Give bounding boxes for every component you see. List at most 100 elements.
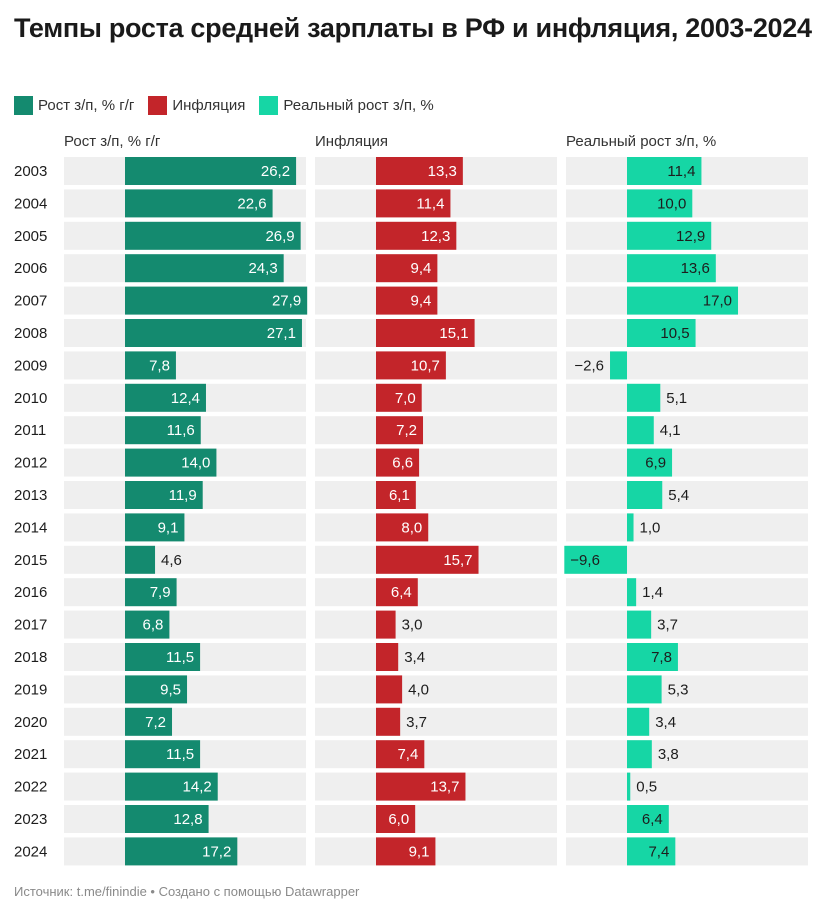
column-header-real-wage-growth: Реальный рост з/п, % [566, 133, 717, 150]
row-background-wage-growth-2017 [64, 610, 306, 639]
row-background-real-wage-growth-2022 [566, 772, 808, 801]
data-label-inflation-2021: 7,4 [397, 746, 418, 763]
row-background-inflation-2020 [315, 707, 557, 736]
data-label-wage-growth-2022: 14,2 [183, 779, 212, 796]
row-label-2014: 2014 [14, 519, 47, 536]
row-background-real-wage-growth-2020 [566, 707, 808, 736]
data-label-wage-growth-2023: 12,8 [173, 811, 202, 828]
data-label-real-wage-growth-2014: 1,0 [640, 519, 661, 536]
bar-inflation-2003 [376, 157, 463, 185]
row-label-2015: 2015 [14, 552, 47, 569]
bar-inflation-2015 [376, 545, 479, 574]
data-label-real-wage-growth-2012: 6,9 [645, 455, 666, 472]
bar-wage-growth-2018 [125, 643, 201, 671]
bar-inflation-2021 [376, 740, 425, 769]
row-label-2018: 2018 [14, 649, 47, 666]
bar-real-wage-growth-2023 [627, 805, 669, 833]
data-label-real-wage-growth-2021: 3,8 [658, 746, 679, 763]
row-background-inflation-2021 [315, 740, 557, 769]
row-background-inflation-2011 [315, 416, 557, 445]
row-background-real-wage-growth-2019 [566, 675, 808, 704]
data-label-inflation-2020: 3,7 [406, 714, 427, 731]
row-background-inflation-2023 [315, 805, 557, 833]
bar-wage-growth-2015 [125, 545, 156, 574]
bar-real-wage-growth-2021 [627, 740, 652, 769]
legend-swatch-wage-growth [14, 95, 33, 115]
data-label-wage-growth-2003: 26,2 [261, 163, 290, 180]
data-label-wage-growth-2012: 14,0 [181, 455, 210, 472]
bar-wage-growth-2006 [125, 254, 284, 283]
data-label-real-wage-growth-2017: 3,7 [657, 617, 678, 634]
data-label-wage-growth-2024: 17,2 [202, 843, 231, 860]
source-note: Источник: t.me/finindie • Создано с помо… [14, 884, 360, 899]
bar-wage-growth-2020 [125, 707, 173, 736]
row-background-real-wage-growth-2011 [566, 416, 808, 445]
data-label-inflation-2006: 9,4 [411, 260, 432, 277]
legend-item-wage-growth: Рост з/п, % г/г [14, 95, 135, 115]
row-label-2012: 2012 [14, 455, 47, 472]
bar-inflation-2023 [376, 805, 416, 833]
legend-swatch-real-wage-growth [259, 95, 279, 115]
data-label-inflation-2015: 15,7 [443, 552, 472, 569]
bar-inflation-2022 [376, 772, 466, 801]
data-label-real-wage-growth-2008: 10,5 [660, 325, 689, 342]
bar-real-wage-growth-2014 [627, 513, 634, 542]
legend-label-wage-growth: Рост з/п, % г/г [38, 96, 135, 114]
row-label-2017: 2017 [14, 617, 47, 634]
data-label-wage-growth-2010: 12,4 [171, 390, 200, 407]
bar-real-wage-growth-2013 [627, 481, 663, 509]
bar-real-wage-growth-2011 [627, 416, 654, 445]
bar-inflation-2024 [376, 837, 436, 866]
data-label-inflation-2004: 11,4 [416, 195, 444, 212]
data-label-inflation-2003: 13,3 [428, 163, 457, 180]
bar-real-wage-growth-2015 [564, 545, 627, 574]
row-background-real-wage-growth-2024 [566, 837, 808, 866]
bar-wage-growth-2014 [125, 513, 185, 542]
row-background-inflation-2017 [315, 610, 557, 639]
data-label-real-wage-growth-2024: 7,4 [648, 843, 669, 860]
data-label-real-wage-growth-2011: 4,1 [660, 422, 681, 439]
bar-real-wage-growth-2009 [610, 351, 627, 380]
data-label-wage-growth-2007: 27,9 [272, 293, 301, 310]
bar-inflation-2018 [376, 643, 399, 671]
data-label-wage-growth-2008: 27,1 [267, 325, 296, 342]
row-label-2005: 2005 [14, 228, 47, 245]
data-label-real-wage-growth-2009: −2,6 [574, 357, 604, 374]
bar-real-wage-growth-2010 [627, 383, 661, 412]
data-label-wage-growth-2021: 11,5 [166, 746, 194, 763]
data-label-real-wage-growth-2015: −9,6 [570, 552, 600, 569]
data-label-inflation-2022: 13,7 [430, 779, 459, 796]
data-label-real-wage-growth-2016: 1,4 [642, 584, 663, 601]
data-label-wage-growth-2016: 7,9 [150, 584, 171, 601]
data-label-wage-growth-2018: 11,5 [166, 649, 194, 666]
row-background-inflation-2013 [315, 481, 557, 509]
bar-real-wage-growth-2018 [627, 643, 678, 671]
bar-wage-growth-2009 [125, 351, 176, 380]
row-background-inflation-2014 [315, 513, 557, 542]
legend-label-real-wage-growth: Реальный рост з/п, % [283, 96, 434, 114]
data-label-real-wage-growth-2019: 5,3 [668, 681, 689, 698]
row-background-inflation-2024 [315, 837, 557, 866]
bar-wage-growth-2024 [125, 837, 238, 866]
row-background-real-wage-growth-2016 [566, 578, 808, 607]
chart-title: Темпы роста средней зарплаты в РФ и инфл… [14, 13, 812, 43]
data-label-wage-growth-2015: 4,6 [161, 552, 182, 569]
bar-wage-growth-2011 [125, 416, 201, 445]
row-background-inflation-2012 [315, 448, 557, 477]
bar-real-wage-growth-2003 [627, 157, 702, 185]
data-label-inflation-2005: 12,3 [421, 228, 450, 245]
row-background-real-wage-growth-2018 [566, 643, 808, 671]
data-label-real-wage-growth-2007: 17,0 [703, 293, 732, 310]
row-background-wage-growth-2016 [64, 578, 306, 607]
bar-wage-growth-2023 [125, 805, 209, 833]
bar-real-wage-growth-2024 [627, 837, 676, 866]
row-background-wage-growth-2009 [64, 351, 306, 380]
data-label-inflation-2011: 7,2 [396, 422, 417, 439]
bar-inflation-2020 [376, 707, 401, 736]
row-label-2006: 2006 [14, 260, 47, 277]
row-background-wage-growth-2014 [64, 513, 306, 542]
bar-real-wage-growth-2012 [627, 448, 673, 477]
data-label-wage-growth-2009: 7,8 [149, 357, 170, 374]
row-background-inflation-2016 [315, 578, 557, 607]
legend: Рост з/п, % г/г Инфляция Реальный рост з… [14, 94, 448, 116]
